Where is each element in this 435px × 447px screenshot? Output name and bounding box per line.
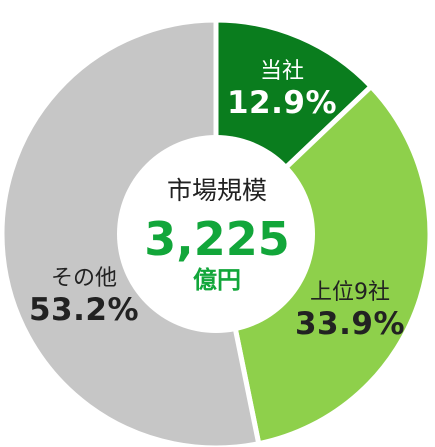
- slice-value: 53.2%: [28, 292, 140, 328]
- slice-label-other: その他 53.2%: [24, 266, 144, 328]
- slice-name: その他: [50, 266, 117, 291]
- slice-value: 12.9%: [226, 85, 338, 121]
- center-value: 3,225: [144, 212, 290, 266]
- slice-name: 上位9社: [310, 280, 390, 305]
- slice-value: 33.9%: [294, 306, 406, 342]
- center-hole: [117, 135, 315, 333]
- center-title: 市場規模: [166, 176, 267, 205]
- slice-label-own-company: 当社 12.9%: [222, 59, 342, 121]
- slice-name: 当社: [259, 59, 304, 84]
- slice-label-top9: 上位9社 33.9%: [290, 280, 410, 342]
- slice-top9-companies: [213, 82, 433, 447]
- center-unit: 億円: [193, 266, 241, 294]
